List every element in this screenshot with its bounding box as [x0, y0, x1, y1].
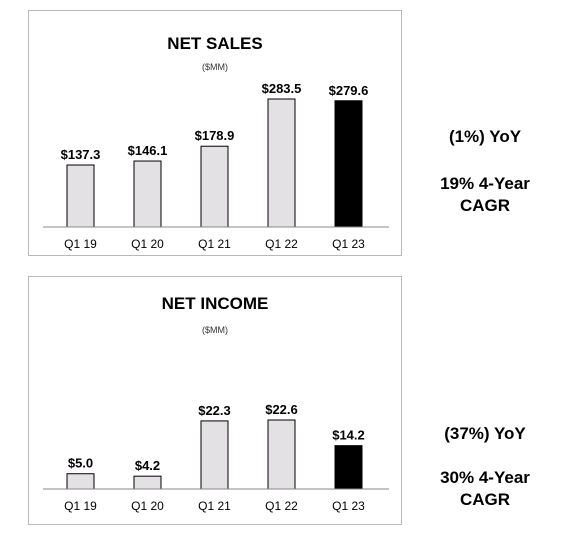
data-label: $279.6	[329, 83, 369, 98]
x-tick-label: Q1 22	[265, 237, 298, 251]
x-tick-label: Q1 21	[198, 237, 231, 251]
x-tick-label: Q1 20	[131, 499, 164, 513]
net-income-unit: ($MM)	[202, 325, 228, 335]
data-label: $178.9	[195, 128, 235, 143]
x-tick-label: Q1 22	[265, 499, 298, 513]
data-label: $5.0	[68, 456, 93, 471]
bar-q1-20	[133, 475, 162, 490]
data-label: $4.2	[135, 458, 160, 473]
bar-q1-22	[267, 419, 296, 490]
net-income-panel: NET INCOME ($MM) $5.0 Q1 19 $4.2 Q1 20 $22.3…	[28, 276, 402, 525]
data-label: $14.2	[332, 428, 365, 443]
x-tick-label: Q1 20	[131, 237, 164, 251]
income-yoy-text: (37%) YoY	[444, 424, 526, 443]
sales-cagr-text: 19% 4-Year CAGR	[410, 173, 560, 217]
net-sales-unit: ($MM)	[202, 62, 228, 72]
data-label: $283.5	[262, 81, 302, 96]
x-tick-label: Q1 21	[198, 499, 231, 513]
bar-q1-23	[334, 100, 363, 228]
bar-q1-21	[200, 420, 229, 490]
sales-cagr-line1: 19% 4-Year	[440, 174, 530, 193]
net-sales-chart: $137.3 Q1 19 $146.1 Q1 20 $178.9 Q1 21 $283.5 Q…	[43, 81, 389, 251]
net-sales-panel: NET SALES ($MM) $137.3 Q1 19 $146.1 Q1 20 $1…	[28, 10, 402, 256]
data-label: $137.3	[61, 147, 101, 162]
income-cagr-line2: CAGR	[459, 490, 511, 509]
bar-q1-22	[267, 98, 296, 228]
bar-q1-21	[200, 145, 229, 228]
sales-cagr-line2: CAGR	[459, 196, 511, 215]
net-income-title: NET INCOME	[161, 294, 269, 313]
bar-q1-23	[334, 445, 363, 490]
data-label: $146.1	[128, 143, 168, 158]
income-cagr-line1: 30% 4-Year	[440, 468, 530, 487]
net-sales-title: NET SALES	[167, 34, 263, 53]
data-label: $22.6	[265, 402, 298, 417]
x-tick-label: Q1 19	[64, 499, 97, 513]
bar-q1-19	[66, 164, 95, 228]
bar-q1-19	[66, 473, 95, 490]
net-income-chart: $5.0 Q1 19 $4.2 Q1 20 $22.3 Q1 21 $22.6 Q1 22 $1…	[43, 402, 389, 513]
sales-yoy-text: (1%) YoY	[448, 127, 522, 146]
data-label: $22.3	[198, 403, 231, 418]
x-tick-label: Q1 19	[64, 237, 97, 251]
income-cagr-text: 30% 4-Year CAGR	[410, 467, 560, 511]
x-tick-label: Q1 23	[332, 237, 365, 251]
x-tick-label: Q1 23	[332, 499, 365, 513]
bar-q1-20	[133, 160, 162, 228]
